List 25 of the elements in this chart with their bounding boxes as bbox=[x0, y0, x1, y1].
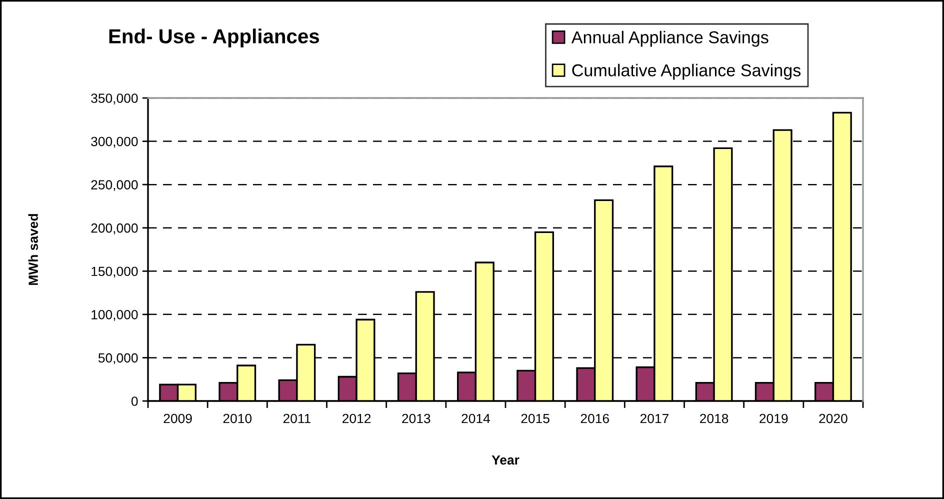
legend-label: Cumulative Appliance Savings bbox=[572, 64, 801, 80]
chart-title: End- Use - Appliances bbox=[109, 28, 320, 48]
y-tick-label: 200,000 bbox=[91, 223, 138, 234]
y-tick-label: 300,000 bbox=[91, 136, 138, 148]
x-tick-label: 2018 bbox=[700, 414, 728, 424]
x-tick-label: 2011 bbox=[283, 414, 311, 424]
x-tick-label: 2012 bbox=[342, 414, 371, 424]
x-tick-label: 2009 bbox=[164, 414, 192, 424]
x-tick-label: 2015 bbox=[521, 414, 550, 424]
y-tick-label: 100,000 bbox=[92, 310, 138, 321]
x-axis-title: Year bbox=[492, 455, 520, 465]
x-tick-label: 2019 bbox=[760, 414, 788, 424]
x-tick-label: 2010 bbox=[223, 414, 252, 424]
y-tick-label: 0 bbox=[131, 396, 138, 406]
x-tick-label: 2020 bbox=[819, 414, 848, 424]
x-tick-label: 2017 bbox=[640, 414, 668, 424]
x-tick-label: 2014 bbox=[462, 414, 490, 424]
y-axis-title: MWh saved bbox=[28, 214, 38, 285]
legend-label: Annual Appliance Savings bbox=[571, 30, 768, 47]
x-tick-label: 2016 bbox=[580, 414, 609, 424]
y-tick-label: 150,000 bbox=[92, 266, 138, 278]
y-tick-label: 50,000 bbox=[98, 353, 138, 364]
y-tick-label: 350,000 bbox=[91, 94, 138, 104]
y-tick-label: 250,000 bbox=[91, 180, 138, 192]
x-tick-label: 2013 bbox=[402, 414, 430, 424]
